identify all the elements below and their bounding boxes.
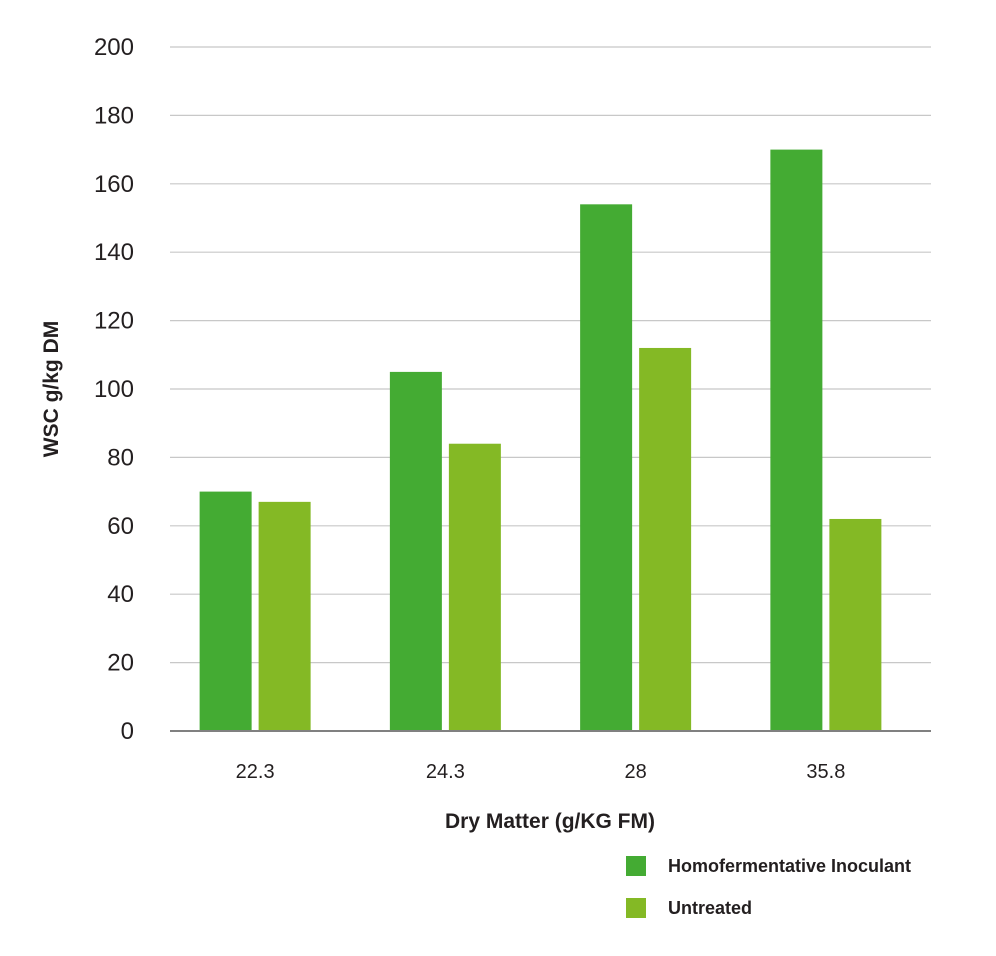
bar-inoculant-28 [580, 204, 633, 731]
y-tick-label-160: 160 [94, 171, 134, 198]
y-tick-label-0: 0 [121, 718, 134, 745]
bar-inoculant-35.8 [770, 149, 823, 732]
bar-inoculant-24.3 [389, 371, 442, 731]
legend: Homofermentative Inoculant Untreated [626, 852, 911, 936]
bar-untreated-24.3 [448, 443, 501, 731]
y-tick-label-180: 180 [94, 102, 134, 129]
y-axis-ticks: 0 20 40 60 80 100 120 140 160 180 200 [94, 34, 134, 745]
bar-untreated-35.8 [829, 518, 882, 731]
legend-item-untreated: Untreated [626, 894, 911, 922]
bars [199, 149, 882, 732]
x-axis-ticks: 22.3 24.3 28 35.8 [236, 761, 846, 783]
y-tick-label-100: 100 [94, 376, 134, 403]
bar-untreated-22.3 [258, 501, 311, 731]
y-axis-title: WSC g/kg DM [40, 321, 63, 458]
bar-untreated-28 [639, 347, 692, 731]
x-tick-label-22.3: 22.3 [236, 761, 275, 783]
x-tick-label-35.8: 35.8 [806, 761, 845, 783]
legend-swatch-inoculant [626, 856, 646, 876]
bar-inoculant-22.3 [199, 491, 252, 731]
legend-swatch-untreated [626, 898, 646, 918]
x-tick-label-24.3: 24.3 [426, 761, 465, 783]
y-tick-label-140: 140 [94, 239, 134, 266]
legend-item-inoculant: Homofermentative Inoculant [626, 852, 911, 880]
y-tick-label-200: 200 [94, 34, 134, 61]
y-tick-label-120: 120 [94, 308, 134, 335]
y-tick-label-40: 40 [107, 581, 134, 608]
y-tick-label-20: 20 [107, 650, 134, 677]
legend-label-inoculant: Homofermentative Inoculant [668, 855, 912, 876]
y-tick-label-60: 60 [107, 513, 134, 540]
x-tick-label-28: 28 [625, 761, 647, 783]
y-tick-label-80: 80 [107, 444, 134, 471]
legend-label-untreated: Untreated [668, 897, 753, 918]
x-axis-title: Dry Matter (g/KG FM) [445, 810, 655, 833]
